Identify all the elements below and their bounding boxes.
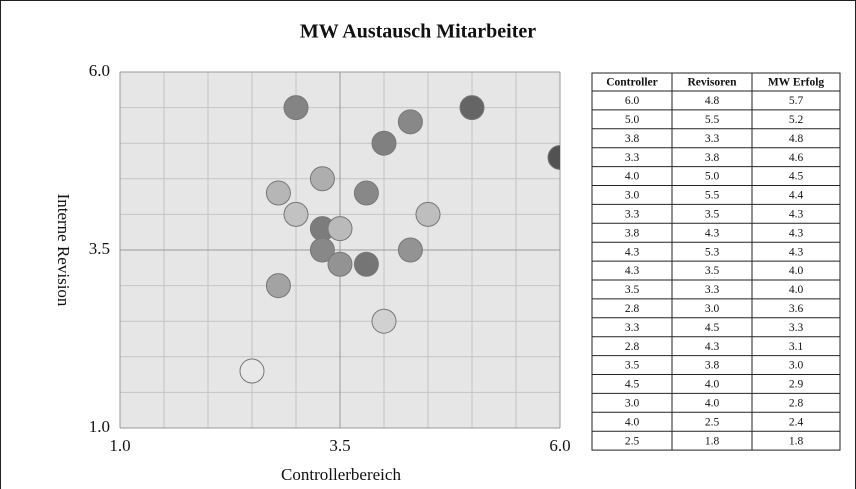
table-cell: 5.0: [625, 114, 640, 126]
table-cell: 4.0: [705, 379, 720, 391]
table-cell: 2.4: [789, 416, 804, 428]
x-tick-label: 3.5: [329, 436, 350, 455]
table-cell: 3.3: [705, 284, 720, 296]
table-cell: 4.6: [789, 152, 804, 164]
table-cell: 3.0: [789, 360, 804, 372]
table-cell: 3.8: [705, 152, 720, 164]
bubble: [309, 166, 335, 192]
table-cell: 3.0: [625, 190, 640, 202]
x-axis-label: Controllerbereich: [281, 465, 401, 484]
y-axis-label: Interne Revision: [54, 194, 73, 307]
table-cell: 4.8: [705, 95, 720, 107]
y-tick-label: 3.5: [89, 239, 110, 258]
table-cell: 3.3: [625, 208, 640, 220]
table-cell: 4.3: [625, 265, 640, 277]
bubble: [265, 273, 291, 299]
table-cell: 4.3: [625, 246, 640, 258]
bubble: [327, 216, 353, 242]
table-cell: 2.8: [789, 397, 804, 409]
table-cell: 2.8: [625, 341, 640, 353]
table-cell: 4.4: [789, 190, 804, 202]
table-cell: 3.8: [625, 133, 640, 145]
x-tick-label: 6.0: [549, 436, 570, 455]
table-cell: 3.5: [625, 284, 640, 296]
table-cell: 4.0: [789, 284, 804, 296]
table-cell: 1.8: [705, 435, 720, 447]
bubble: [371, 308, 397, 334]
bubble: [327, 251, 353, 277]
table-cell: 3.5: [705, 208, 720, 220]
chart-title: MW Austausch Mitarbeiter: [300, 21, 536, 43]
bubble: [309, 237, 335, 263]
table-cell: 4.5: [625, 379, 640, 391]
bubble: [397, 109, 423, 135]
table-cell: 3.0: [705, 303, 720, 315]
bubble: [415, 201, 441, 227]
bubble: [239, 358, 265, 384]
table-cell: 5.2: [789, 114, 804, 126]
table-cell: 4.8: [789, 133, 804, 145]
bubble: [283, 201, 309, 227]
table-cell: 3.8: [625, 227, 640, 239]
y-tick-label: 1.0: [89, 417, 110, 436]
table-cell: 4.5: [789, 171, 804, 183]
table-cell: 4.3: [705, 227, 720, 239]
table-cell: 5.3: [705, 246, 720, 258]
table-cell: 4.3: [789, 246, 804, 258]
table-cell: 6.0: [625, 95, 640, 107]
table-cell: 5.5: [705, 190, 720, 202]
table-cell: 3.1: [789, 341, 804, 353]
bubble: [283, 95, 309, 121]
table-cell: 1.8: [789, 435, 804, 447]
table-cell: 4.0: [625, 171, 640, 183]
table-cell: 4.3: [789, 208, 804, 220]
table-cell: 4.3: [705, 341, 720, 353]
table-cell: 2.9: [789, 379, 804, 391]
bubble: [397, 237, 423, 263]
table-cell: 5.7: [789, 95, 804, 107]
table-header: MW Erfolg: [768, 77, 825, 89]
table-cell: 4.0: [625, 416, 640, 428]
bubble: [371, 130, 397, 156]
table-header: Revisoren: [688, 77, 738, 89]
table-cell: 4.0: [789, 265, 804, 277]
table-cell: 3.6: [789, 303, 804, 315]
bubble: [265, 180, 291, 206]
table-cell: 4.0: [705, 397, 720, 409]
table-cell: 3.8: [705, 360, 720, 372]
table-cell: 5.5: [705, 114, 720, 126]
table-cell: 3.5: [705, 265, 720, 277]
table-cell: 3.0: [625, 397, 640, 409]
table-cell: 3.5: [625, 360, 640, 372]
table-cell: 4.5: [705, 322, 720, 334]
y-tick-label: 6.0: [89, 61, 110, 80]
bubble: [353, 251, 379, 277]
table-cell: 2.8: [625, 303, 640, 315]
table-cell: 3.3: [625, 322, 640, 334]
bubble: [353, 180, 379, 206]
table-header: Controller: [606, 77, 658, 89]
table-cell: 2.5: [705, 416, 720, 428]
table-cell: 4.3: [789, 227, 804, 239]
table-cell: 3.3: [705, 133, 720, 145]
table-cell: 3.3: [789, 322, 804, 334]
table-cell: 3.3: [625, 152, 640, 164]
table-cell: 2.5: [625, 435, 640, 447]
bubble: [459, 95, 485, 121]
table-cell: 5.0: [705, 171, 720, 183]
bubble: [547, 144, 560, 170]
x-tick-label: 1.0: [109, 436, 130, 455]
